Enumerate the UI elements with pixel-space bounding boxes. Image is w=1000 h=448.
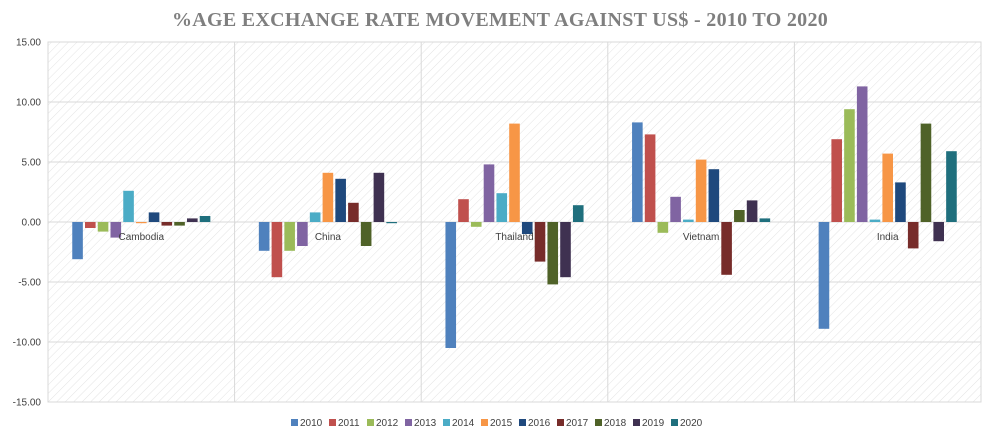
y-tick-label: -10.00: [13, 338, 42, 349]
bar-china-2018: [360, 222, 372, 246]
legend-label: 2014: [452, 418, 475, 429]
bar-india-2017: [907, 222, 919, 249]
bar-thailand-2015: [509, 123, 520, 222]
category-label: Thailand: [495, 232, 533, 243]
bar-vietnam-2015: [695, 159, 707, 222]
legend-label: 2012: [376, 418, 399, 429]
legend-swatch-2017: [557, 419, 564, 426]
bar-vietnam-2010: [632, 122, 643, 222]
y-tick-label: 0.00: [22, 218, 42, 229]
y-tick-label: 5.00: [22, 158, 42, 169]
legend-swatch-2013: [405, 419, 412, 426]
legend-label: 2018: [604, 418, 627, 429]
bar-india-2018: [920, 123, 932, 222]
category-labels: Cambodia China Thailand Vietnam India: [119, 232, 899, 243]
bar-china-2019: [373, 172, 385, 222]
legend-label: 2015: [490, 418, 513, 429]
bar-vietnam-2017: [721, 222, 732, 275]
bar-cambodia-2010: [72, 222, 83, 260]
legend-swatch-2015: [481, 419, 488, 426]
category-label: Vietnam: [683, 232, 720, 243]
bar-cambodia-2015: [136, 222, 147, 224]
bar-cambodia-2011: [85, 222, 96, 228]
bar-vietnam-2016: [708, 169, 720, 222]
bar-china-2010: [258, 222, 270, 251]
bar-vietnam-2011: [644, 134, 656, 222]
bar-india-2013: [856, 86, 868, 223]
legend-swatch-2019: [633, 419, 640, 426]
bar-vietnam-2018: [734, 210, 745, 222]
category-label: Cambodia: [119, 232, 165, 243]
grid-lines: [48, 41, 981, 403]
category-label: China: [315, 232, 342, 243]
bar-india-2016: [895, 182, 906, 222]
y-tick-label: -15.00: [13, 398, 42, 409]
bar-india-2019: [933, 222, 944, 242]
legend-label: 2016: [528, 418, 551, 429]
legend-swatch-2014: [443, 419, 450, 426]
bars: [72, 86, 957, 348]
bar-thailand-2011: [458, 199, 469, 222]
y-tick-label: -5.00: [18, 278, 41, 289]
bar-india-2011: [831, 139, 842, 222]
bar-china-2015: [322, 172, 334, 222]
bar-vietnam-2019: [746, 200, 758, 222]
legend-swatch-2016: [519, 419, 526, 426]
legend: 2010 2011 2012 2013 2014 2015 2016 2017 2018 2019…: [291, 418, 703, 429]
bar-china-2011: [271, 222, 283, 278]
legend-swatch-2020: [671, 419, 678, 426]
bar-vietnam-2014: [683, 219, 694, 222]
bar-thailand-2020: [572, 205, 584, 222]
bar-thailand-2017: [534, 222, 546, 262]
bar-thailand-2010: [445, 222, 457, 348]
bar-india-2020: [946, 151, 957, 222]
bar-china-2020: [386, 222, 397, 224]
legend-label: 2011: [338, 418, 360, 429]
legend-swatch-2010: [291, 419, 298, 426]
bar-vietnam-2013: [670, 196, 681, 222]
legend-swatch-2012: [367, 419, 374, 426]
bar-thailand-2018: [547, 222, 559, 285]
bar-india-2015: [882, 153, 893, 222]
bar-china-2017: [348, 202, 359, 222]
bar-cambodia-2012: [97, 222, 109, 232]
legend-label: 2013: [414, 418, 437, 429]
bar-thailand-2012: [470, 222, 482, 227]
bar-cambodia-2020: [199, 216, 211, 222]
legend-swatch-2011: [329, 419, 336, 426]
bar-cambodia-2014: [123, 190, 134, 222]
bar-cambodia-2016: [148, 212, 160, 222]
bar-thailand-2013: [483, 164, 495, 222]
legend-swatch-2018: [595, 419, 602, 426]
bar-china-2013: [297, 222, 308, 246]
y-tick-label: 15.00: [16, 38, 41, 49]
bar-china-2014: [309, 212, 321, 222]
y-tick-label: 10.00: [16, 98, 41, 109]
legend-label: 2010: [300, 418, 323, 429]
bar-india-2014: [869, 219, 881, 222]
bar-thailand-2014: [496, 193, 508, 222]
bar-cambodia-2019: [187, 218, 198, 222]
bar-thailand-2019: [560, 222, 571, 278]
bar-india-2012: [844, 109, 855, 222]
legend-label: 2020: [680, 418, 703, 429]
legend-label: 2019: [642, 418, 665, 429]
bar-vietnam-2020: [759, 218, 771, 222]
bar-china-2012: [284, 222, 295, 251]
chart-title: %AGE EXCHANGE RATE MOVEMENT AGAINST US$ …: [172, 9, 828, 31]
bar-vietnam-2012: [657, 222, 669, 233]
legend-label: 2017: [566, 418, 589, 429]
bar-thailand-2016: [521, 222, 533, 234]
bar-cambodia-2013: [110, 222, 122, 238]
y-axis: 15.00 10.00 5.00 0.00 -5.00 -10.00 -15.00: [13, 38, 42, 409]
bar-cambodia-2017: [161, 222, 173, 226]
bar-india-2010: [818, 222, 830, 329]
category-label: India: [877, 232, 899, 243]
bar-china-2016: [335, 178, 346, 222]
bar-cambodia-2018: [174, 222, 185, 226]
